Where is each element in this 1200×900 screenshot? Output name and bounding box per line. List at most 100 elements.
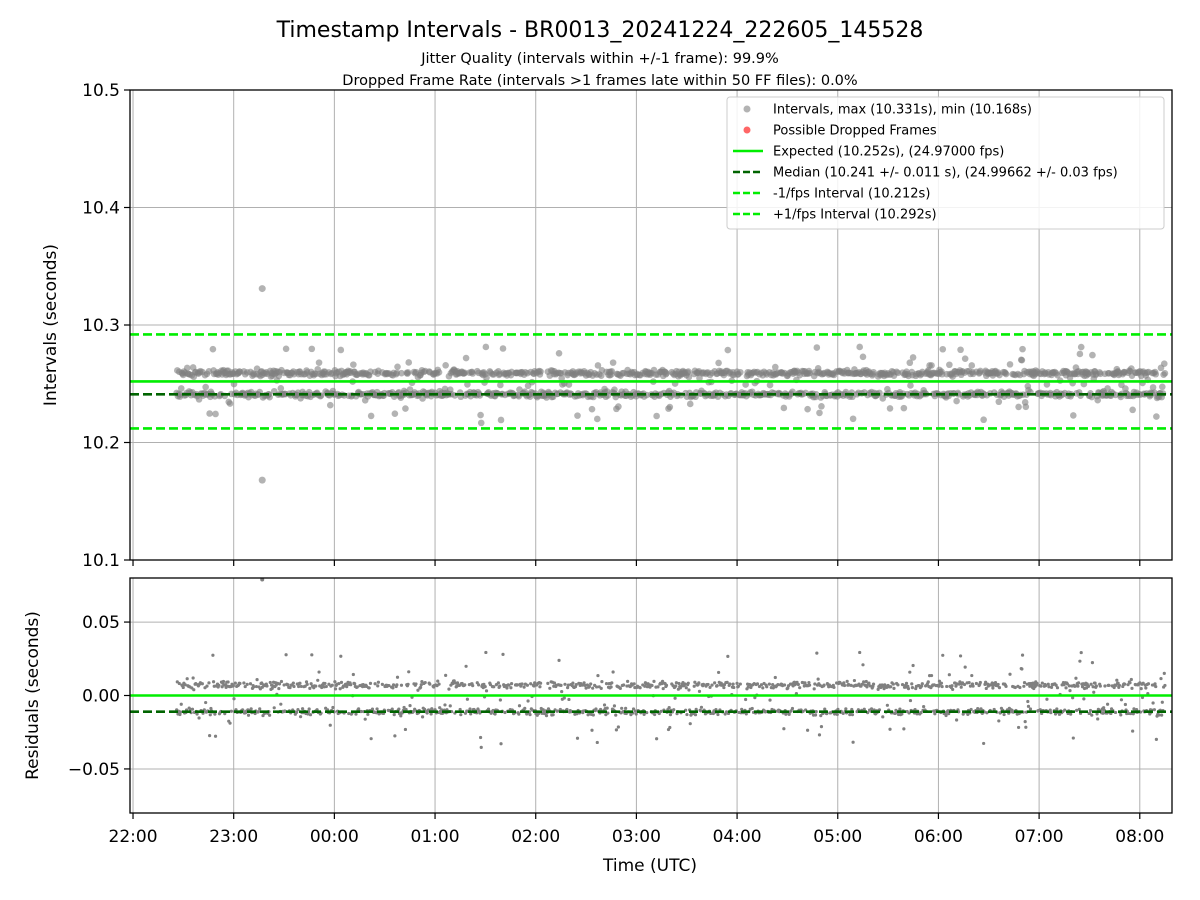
residual-point [419, 683, 423, 687]
residual-point [1088, 708, 1093, 713]
residual-point [813, 713, 818, 717]
residual-point [1157, 713, 1161, 717]
interval-point [742, 381, 749, 388]
residual-point [1053, 712, 1058, 716]
residual-point [722, 685, 726, 690]
residual-point [969, 707, 973, 712]
residual-point [908, 670, 912, 674]
residual-point [523, 706, 527, 710]
residual-point [836, 707, 840, 711]
residual-point [992, 707, 996, 712]
residual-point [333, 680, 337, 684]
residual-point [776, 683, 780, 687]
residual-point [970, 673, 974, 678]
residual-point [1071, 736, 1075, 740]
residual-point [221, 679, 226, 684]
residual-point [492, 685, 496, 689]
residual-point [589, 682, 593, 686]
residual-point [565, 707, 569, 712]
residual-point [465, 697, 470, 701]
residual-point [716, 670, 721, 675]
residual-point [590, 728, 594, 732]
interval-point [766, 381, 774, 389]
residual-point [258, 707, 262, 711]
x-tick-label: 00:00 [310, 827, 359, 847]
residual-point [179, 710, 183, 714]
residual-point [429, 712, 433, 716]
residual-point [357, 707, 361, 711]
residual-point [1123, 702, 1127, 707]
residual-point [1026, 704, 1031, 708]
residual-point [1069, 712, 1073, 716]
residual-point [819, 725, 824, 729]
residual-point [190, 707, 195, 711]
residual-point [1045, 697, 1049, 701]
residual-point [413, 707, 417, 711]
interval-point [907, 382, 914, 389]
interval-point [909, 354, 917, 361]
residual-point [1004, 684, 1008, 688]
residual-point [242, 681, 246, 685]
interval-point [1019, 345, 1026, 353]
residual-point [885, 703, 889, 707]
residual-point [556, 709, 560, 713]
residual-point [195, 712, 199, 716]
residual-point [279, 702, 283, 706]
residual-point [947, 673, 951, 677]
residual-point [560, 689, 564, 694]
residual-point [633, 709, 638, 713]
residual-point [687, 688, 691, 692]
residual-point [323, 681, 327, 686]
interval-point [812, 391, 820, 398]
residual-point [812, 687, 816, 691]
residual-point [390, 707, 394, 711]
residual-point [631, 707, 636, 711]
residual-point [268, 713, 272, 717]
residual-point [1079, 650, 1083, 655]
residual-point [614, 728, 619, 732]
interval-point [859, 353, 867, 361]
residual-point [892, 686, 896, 690]
residual-point [298, 715, 303, 719]
interval-point [615, 403, 622, 410]
residual-point [940, 684, 944, 689]
residual-point [1159, 676, 1163, 681]
residual-point [347, 711, 351, 716]
residual-point [339, 680, 344, 684]
interval-point [477, 411, 484, 419]
residual-point [420, 715, 425, 719]
interval-point [772, 363, 779, 371]
residual-point [468, 707, 472, 711]
residual-point [498, 684, 502, 688]
residual-point [1024, 725, 1028, 729]
residual-point [991, 686, 995, 690]
residual-point [958, 680, 962, 684]
residual-point [367, 686, 371, 690]
residual-point [782, 727, 786, 731]
residual-point [1048, 708, 1052, 712]
residual-point [626, 679, 630, 683]
residual-point [1131, 729, 1135, 733]
residual-point [1028, 707, 1033, 711]
interval-point [938, 370, 946, 378]
residual-point [967, 680, 971, 685]
residual-point [552, 681, 557, 685]
x-tick-label: 01:00 [411, 827, 460, 847]
residual-point [463, 683, 467, 687]
interval-point [906, 359, 914, 367]
intervals-plot: 10.1 10.2 10.3 10.4 10.5 Intervals (seconds)… [41, 81, 1173, 571]
interval-point [593, 415, 601, 423]
residual-point [359, 709, 363, 714]
residual-point [1088, 711, 1092, 715]
residual-point [814, 710, 818, 714]
residual-point [1129, 677, 1133, 682]
residual-point [1151, 701, 1155, 705]
residual-point [229, 709, 233, 713]
residual-point [1063, 708, 1067, 712]
residual-point [1162, 671, 1166, 675]
residual-point [286, 683, 290, 687]
residual-point [1044, 684, 1048, 688]
residual-point [517, 712, 521, 716]
residual-point [213, 734, 218, 738]
residual-point [941, 653, 945, 657]
